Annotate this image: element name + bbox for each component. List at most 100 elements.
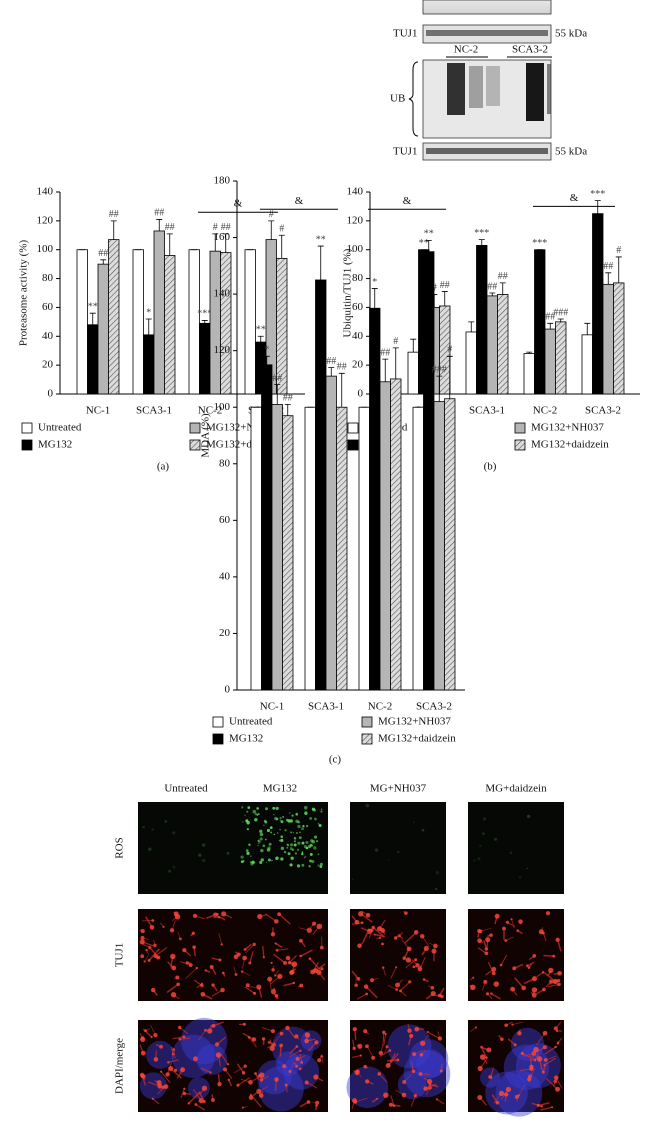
significance-label: ##	[283, 393, 293, 404]
cell-body	[365, 1044, 369, 1049]
error-bar	[392, 347, 399, 379]
cell-body	[243, 948, 247, 951]
cell-body	[165, 1072, 170, 1077]
significance-label: *	[264, 345, 269, 356]
error-bar	[145, 318, 152, 335]
cell-body	[211, 983, 215, 987]
cell-spot	[275, 856, 279, 861]
error-bar	[110, 220, 117, 240]
bar	[412, 406, 424, 691]
legend-label: Untreated	[38, 422, 82, 434]
cell-body	[541, 971, 545, 974]
cell-spot	[317, 864, 320, 867]
cell-body	[312, 921, 317, 926]
cell-spot	[494, 837, 498, 841]
cell-spot	[198, 853, 202, 857]
neurite	[218, 933, 223, 945]
cell-spot	[308, 865, 311, 868]
cell-spot	[260, 849, 264, 853]
cell-body	[151, 919, 155, 922]
cell-spot	[246, 810, 249, 813]
bar	[188, 249, 200, 395]
cell-body	[352, 1046, 356, 1051]
legend-label: MG132+NH037	[378, 716, 451, 728]
cell-body	[300, 1061, 304, 1064]
neurite	[500, 954, 508, 966]
cell-spot	[259, 860, 263, 864]
significance-label: ##	[545, 312, 555, 323]
bracket-label: &	[570, 192, 579, 204]
neurite	[278, 913, 291, 925]
cell-body	[285, 1025, 290, 1031]
cell-body	[520, 1051, 524, 1056]
cell-body	[365, 1079, 370, 1084]
neurite	[355, 1097, 368, 1103]
cell-spot	[272, 806, 276, 810]
neurite	[383, 1033, 387, 1046]
cell-spot	[254, 812, 258, 816]
nucleus-cloud	[146, 1040, 175, 1069]
neurite	[505, 936, 514, 941]
neurite	[351, 1055, 361, 1058]
error-bar	[410, 338, 417, 353]
cell-spot	[481, 832, 485, 836]
cell-spot	[310, 844, 314, 847]
significance-label: #	[447, 345, 452, 356]
legend-swatch	[21, 422, 33, 434]
neurite	[262, 946, 265, 958]
cell-body	[274, 942, 277, 945]
bar	[87, 324, 99, 395]
cell-body	[356, 977, 361, 981]
cell-body	[367, 928, 371, 931]
significance-label: ##	[380, 347, 390, 358]
cell-body	[369, 978, 375, 983]
neurite	[545, 1055, 557, 1061]
x-tick-label: NC-1	[260, 701, 284, 713]
cell-body	[277, 912, 282, 917]
blot-group: SCA3-2	[512, 44, 548, 56]
nucleus-cloud	[139, 1072, 167, 1100]
error-bar	[284, 403, 291, 416]
cell-body	[555, 937, 560, 942]
neurite	[403, 931, 417, 944]
cell-body	[489, 933, 493, 937]
cell-spot	[202, 858, 206, 863]
neurite	[491, 993, 501, 1000]
cell-spot	[280, 835, 284, 838]
cell-body	[419, 1053, 424, 1057]
cell-spot	[267, 858, 271, 862]
x-tick-label: SCA3-2	[585, 405, 621, 417]
blot-row-label: TUJ1	[393, 28, 417, 40]
error-bar	[156, 219, 163, 231]
cell-body	[474, 1026, 478, 1029]
cell-body	[171, 1053, 175, 1056]
cell-body	[484, 947, 489, 951]
cell-body	[510, 918, 513, 921]
cell-body	[222, 1067, 228, 1072]
cell-body	[283, 960, 288, 965]
legend-label: MG132	[38, 439, 72, 451]
cell-body	[532, 954, 537, 958]
cell-body	[384, 1032, 387, 1036]
neurite	[144, 954, 150, 962]
cell-body	[414, 1026, 419, 1032]
cell-body	[267, 976, 273, 982]
significance-label: #	[279, 224, 284, 235]
significance-label: **	[419, 238, 429, 249]
cell-body	[556, 1042, 559, 1045]
bar	[534, 249, 546, 395]
significance-label: ##	[165, 222, 175, 233]
bar	[244, 249, 256, 395]
significance-label: ***	[197, 309, 212, 320]
cell-spot	[289, 847, 293, 850]
cell-body	[240, 970, 244, 973]
bar	[108, 239, 120, 395]
cell-spot	[317, 822, 320, 825]
neurite	[390, 967, 397, 979]
cell-body	[498, 1090, 505, 1097]
nucleus-cloud	[181, 1017, 228, 1065]
neurite	[244, 986, 255, 994]
neurite	[173, 1049, 176, 1059]
bar	[153, 230, 165, 395]
neurite	[390, 1095, 395, 1106]
